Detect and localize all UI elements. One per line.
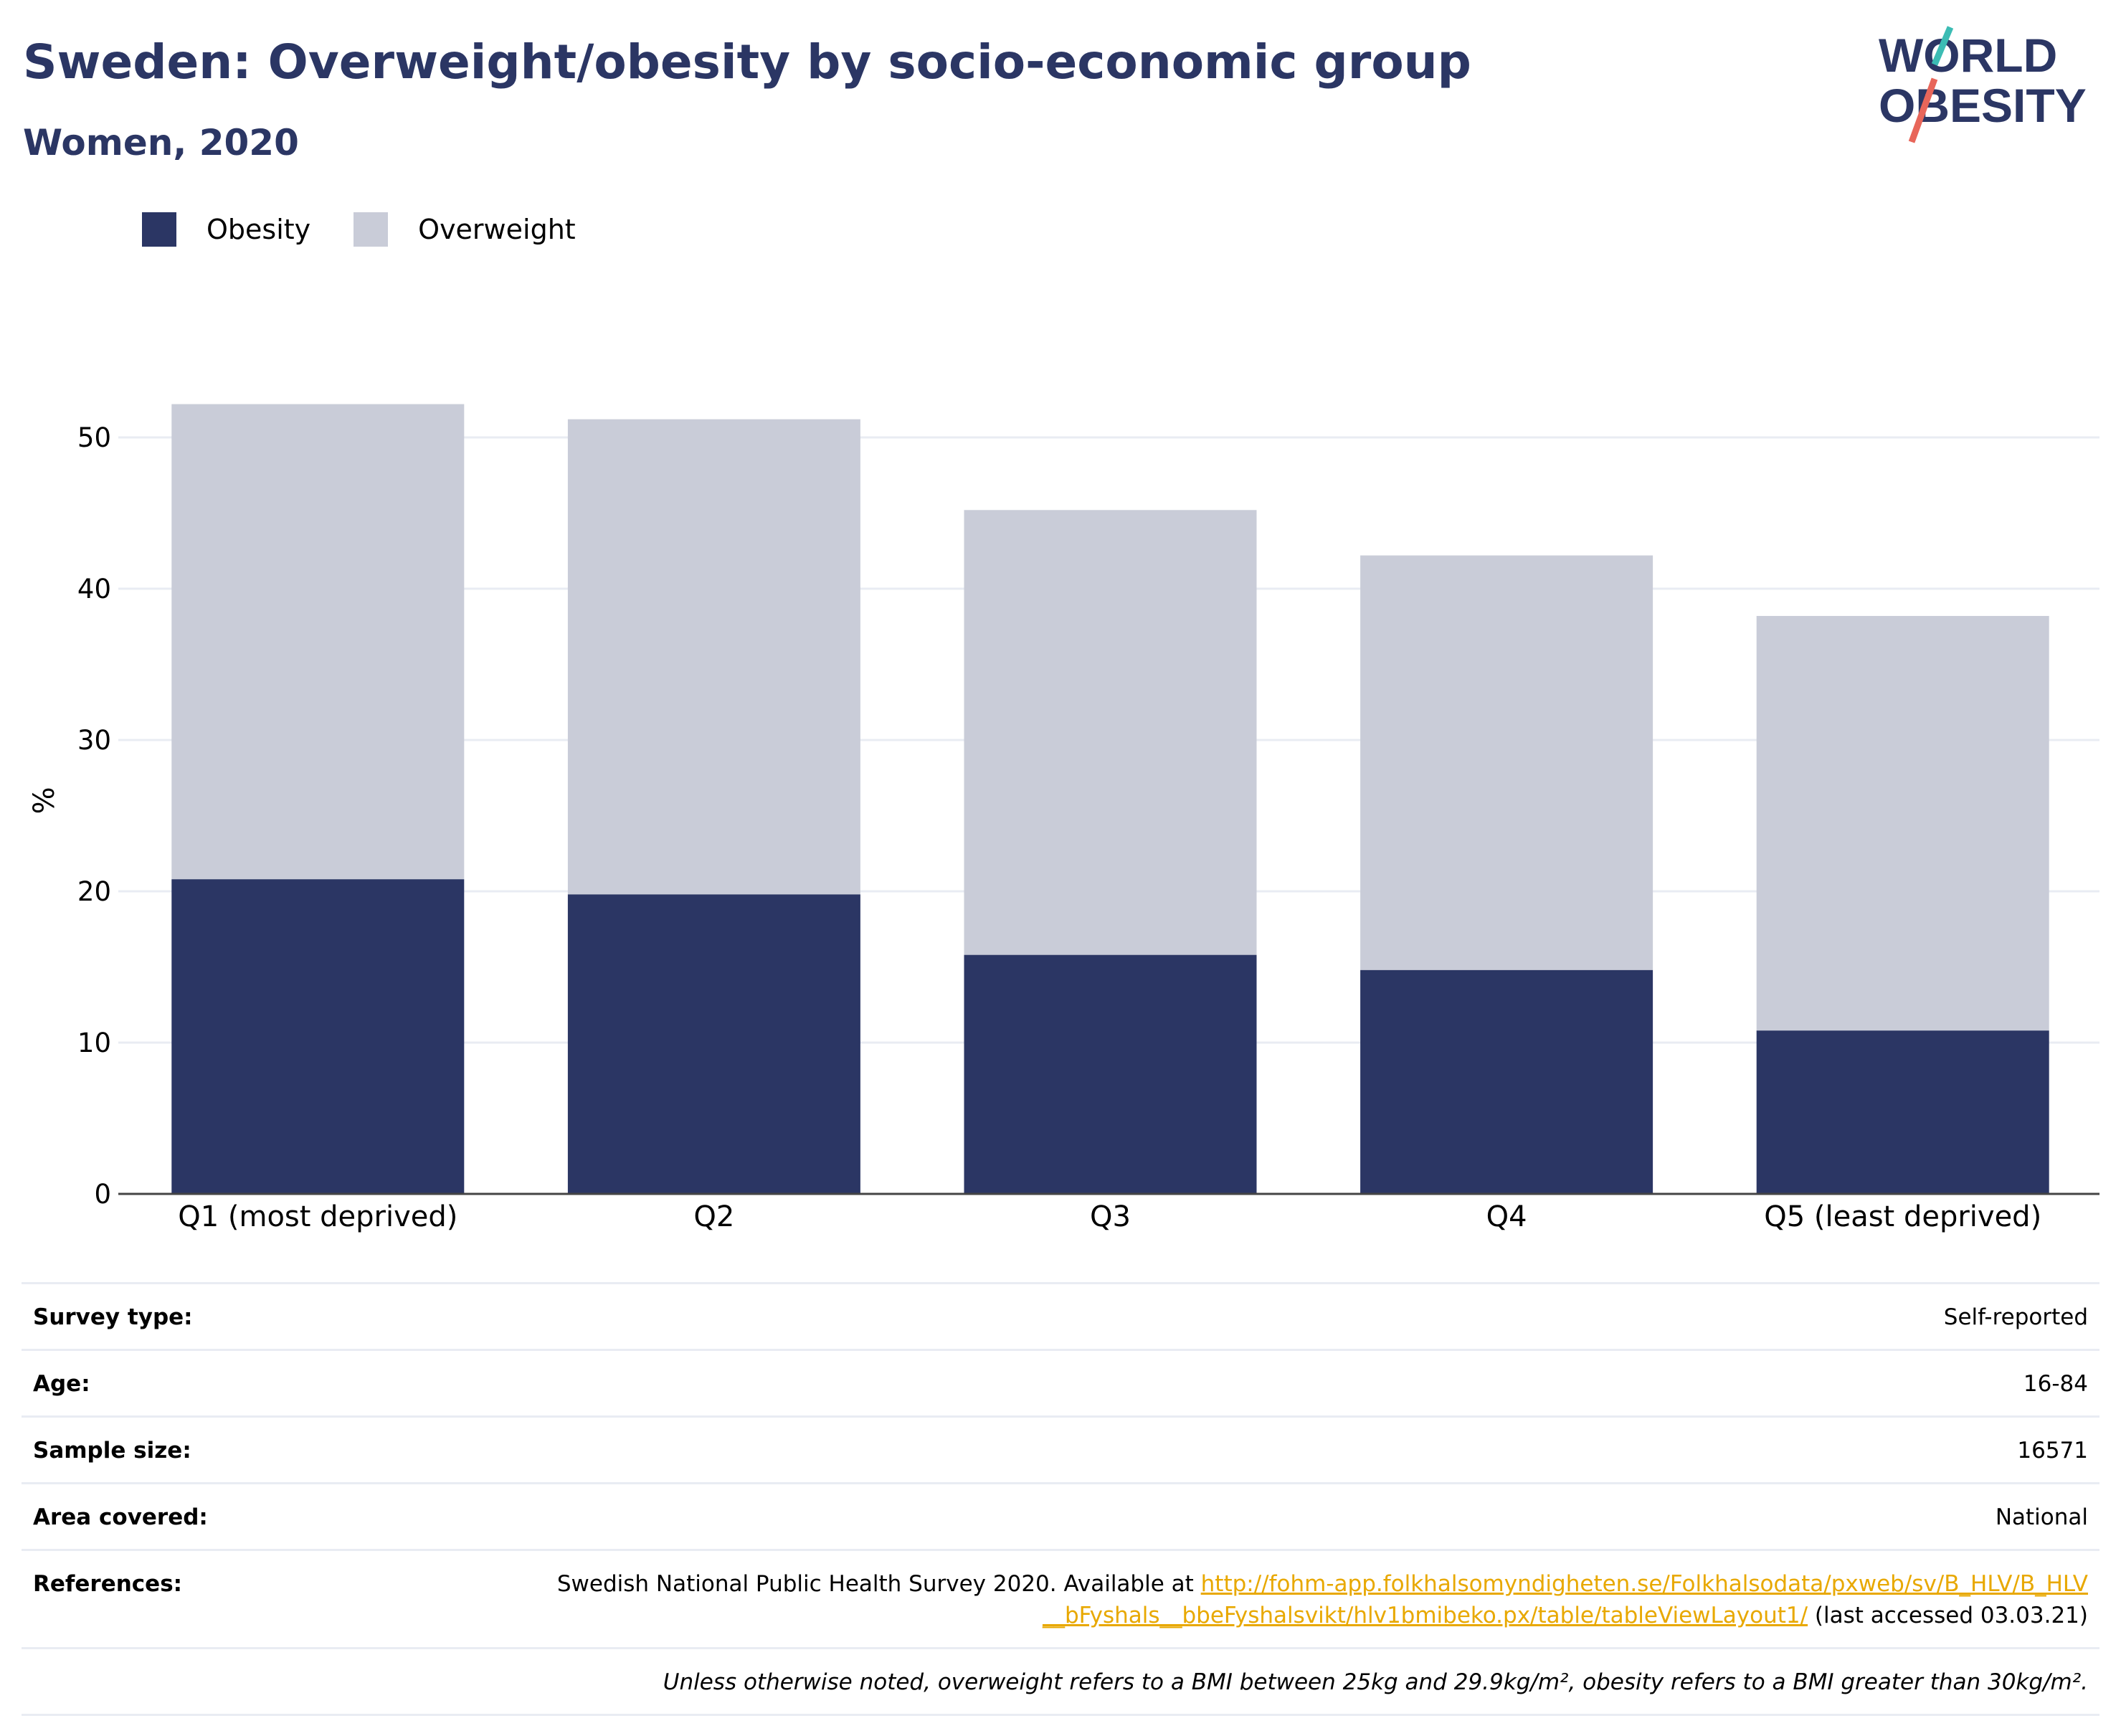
survey-metadata: Survey type: Self-reported Age: 16-84 Sa… — [22, 1282, 2099, 1716]
y-tick-label: 0 — [94, 1179, 111, 1210]
y-tick-label: 30 — [77, 725, 111, 756]
y-tick-label: 20 — [77, 876, 111, 907]
meta-label: Sample size: — [33, 1438, 191, 1464]
x-tick-label: Q5 (least deprived) — [1764, 1200, 2041, 1233]
bar-obesity-3[interactable] — [964, 954, 1257, 1194]
bar-overweight-3[interactable] — [964, 510, 1257, 955]
axis-layer: 0 10 20 30 40 50% Q1 (most deprived) Q2 Q3 Q4 Q5 (… — [28, 422, 2099, 1233]
legend-swatch-obesity — [142, 212, 176, 247]
meta-value: 16-84 — [2023, 1371, 2088, 1397]
meta-row-area-covered: Area covered: National — [22, 1484, 2099, 1551]
legend-swatch-overweight — [354, 212, 389, 247]
meta-row-references: References: Swedish National Public Heal… — [22, 1551, 2099, 1649]
meta-value: Self-reported — [1943, 1304, 2088, 1330]
logo-slash-coral — [1908, 77, 1938, 143]
meta-row-note: Unless otherwise noted, overweight refer… — [22, 1649, 2099, 1716]
bar-overweight-1[interactable] — [171, 404, 465, 880]
logo-slash-teal — [1931, 26, 1954, 66]
bar-obesity-4[interactable] — [1360, 969, 1653, 1194]
references-value: Swedish National Public Health Survey 20… — [546, 1568, 2088, 1631]
y-axis-title: % — [28, 787, 61, 814]
references-text: Swedish National Public Health Survey 20… — [556, 1571, 1201, 1597]
bar-obesity-1[interactable] — [171, 879, 465, 1194]
legend-item-overweight[interactable]: Overweight — [354, 212, 576, 247]
meta-row-age: Age: 16-84 — [22, 1351, 2099, 1418]
x-tick-label: Q4 — [1486, 1200, 1527, 1233]
legend-item-obesity[interactable]: Obesity — [142, 212, 310, 247]
meta-label: Area covered: — [33, 1504, 208, 1530]
chart-legend: Obesity Overweight — [142, 212, 619, 247]
stacked-bar-chart: 0 10 20 30 40 50% Q1 (most deprived) Q2 Q3 Q4 Q5 (… — [28, 404, 2099, 1233]
logo-text-world: WORLD — [1879, 29, 2057, 82]
meta-row-sample-size: Sample size: 16571 — [22, 1418, 2099, 1484]
bar-overweight-4[interactable] — [1360, 555, 1653, 970]
logo-text-obesity: OBESITY — [1879, 79, 2087, 132]
y-tick-label: 10 — [77, 1028, 111, 1058]
y-tick-label: 40 — [77, 574, 111, 604]
meta-row-survey-type: Survey type: Self-reported — [22, 1284, 2099, 1351]
legend-label-overweight: Overweight — [418, 214, 576, 245]
legend-label-obesity: Obesity — [207, 214, 311, 245]
bar-layer — [171, 404, 2049, 1194]
meta-label: References: — [33, 1571, 183, 1597]
meta-value: National — [1995, 1504, 2088, 1530]
y-tick-label: 50 — [77, 422, 111, 453]
definition-note: Unless otherwise noted, overweight refer… — [663, 1669, 2088, 1695]
meta-value: 16571 — [2017, 1438, 2088, 1464]
references-link[interactable]: http://fohm-app.folkhalsomyndigheten.se/… — [1042, 1571, 2088, 1628]
bar-obesity-2[interactable] — [567, 894, 860, 1194]
meta-label: Survey type: — [33, 1304, 193, 1330]
bar-obesity-5[interactable] — [1756, 1030, 2049, 1194]
references-accessed: (last accessed 03.03.21) — [1808, 1603, 2088, 1628]
page-subtitle: Women, 2020 — [23, 122, 299, 163]
world-obesity-logo: WORLD OBESITY — [1879, 26, 2087, 143]
x-tick-label: Q1 (most deprived) — [178, 1200, 457, 1233]
meta-label: Age: — [33, 1371, 90, 1397]
page-title: Sweden: Overweight/obesity by socio-econ… — [23, 34, 1471, 90]
x-tick-label: Q3 — [1090, 1200, 1131, 1233]
bar-overweight-5[interactable] — [1756, 615, 2049, 1031]
bar-overweight-2[interactable] — [567, 419, 860, 895]
x-tick-label: Q2 — [693, 1200, 734, 1233]
